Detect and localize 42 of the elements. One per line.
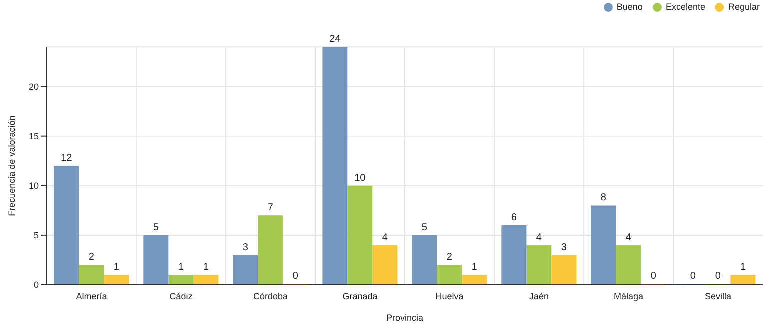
data-label: 4 [382, 232, 388, 244]
data-label: 1 [178, 262, 184, 274]
data-label: 1 [740, 262, 746, 274]
data-label: 4 [536, 232, 542, 244]
y-tick-label: 10 [28, 181, 39, 192]
data-label: 0 [715, 271, 722, 282]
y-axis-title: Frecuencia de valoración [7, 116, 18, 216]
data-label: 0 [690, 271, 696, 282]
data-label: 1 [114, 262, 120, 274]
data-label: 1 [203, 262, 210, 274]
legend-label: Regular [728, 2, 760, 12]
data-label: 6 [511, 212, 518, 224]
data-label: 1 [472, 262, 478, 274]
data-label: 0 [292, 271, 299, 282]
data-label: 8 [600, 192, 607, 204]
data-label: 0 [650, 271, 657, 282]
data-label: 3 [561, 242, 568, 254]
y-tick-label: 20 [28, 82, 39, 92]
x-tick-label: Granada [342, 291, 378, 302]
y-tick-label: 0 [34, 280, 39, 290]
data-label: 2 [446, 252, 453, 264]
y-tick-label: 15 [28, 132, 39, 142]
x-axis-title: Provincia [386, 313, 424, 323]
data-label: 7 [268, 202, 274, 214]
legend-label: Bueno [616, 2, 643, 12]
data-label: 5 [422, 222, 428, 234]
y-tick-label: 5 [34, 230, 39, 241]
x-tick-label: Huelva [436, 291, 464, 302]
data-label: 3 [242, 242, 249, 254]
data-label: 5 [153, 222, 160, 234]
data-label: 12 [61, 153, 73, 164]
x-tick-label: Sevilla [704, 291, 732, 302]
data-label: 24 [330, 34, 342, 46]
x-tick-label: Córdoba [253, 291, 288, 302]
x-tick-label: Málaga [614, 291, 644, 302]
x-tick-label: Jaén [529, 291, 550, 302]
data-label: 2 [88, 252, 95, 264]
legend-label: Excelente [666, 2, 706, 12]
data-label: 4 [626, 232, 632, 244]
x-tick-label: Almería [76, 291, 108, 302]
data-label: 10 [354, 172, 366, 184]
x-tick-label: Cádiz [170, 291, 194, 302]
